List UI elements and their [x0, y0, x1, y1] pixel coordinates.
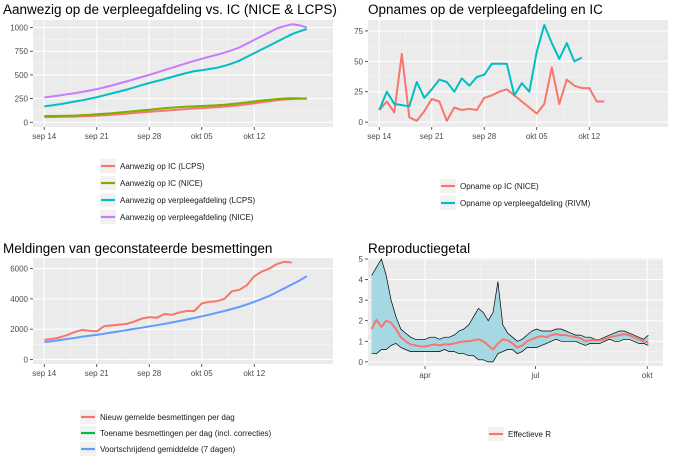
legend: Effectieve R: [488, 427, 551, 441]
legend: Nieuw gemelde besmettingen per dag Toenam…: [80, 410, 272, 456]
y-tick-label: 0: [24, 355, 29, 364]
y-tick-label: 4: [359, 276, 364, 285]
series-line: [378, 53, 605, 122]
y-tick-label: 0: [359, 118, 364, 127]
legend-label: Opname op IC (NICE): [460, 182, 539, 191]
series-line: [44, 23, 308, 99]
x-tick-label: okt 05: [191, 369, 213, 378]
panel-background: [368, 20, 668, 127]
y-tick-label: 1: [359, 337, 364, 346]
y-tick-label: 2000: [10, 325, 28, 334]
y-tick-label: 2: [359, 317, 364, 326]
chart-title: Aanwezig op de verpleegafdeling vs. IC (…: [3, 2, 337, 17]
panel-reproduction-number: Reproductiegetal 0 1 2 3 4 5 apr jul okt Effecti…: [359, 241, 663, 441]
series-line: [378, 23, 583, 111]
y-tick-label: 250: [15, 95, 29, 104]
y-tick-label: 0: [24, 118, 29, 127]
plot-area: 0 2000 4000 6000 sep 14 sep 21 sep 28 okt 05 okt…: [10, 258, 333, 378]
x-tick-label: sep 28: [137, 369, 162, 378]
series-line: [44, 260, 292, 341]
y-tick-label: 1000: [10, 24, 28, 33]
x-tick-label: sep 21: [85, 132, 110, 141]
plot-area: 0 25 50 75 sep 14 sep 21 sep 28 okt 05 okt 12: [354, 20, 668, 141]
x-tick-label: okt: [642, 371, 653, 380]
y-tick-label: 5: [359, 255, 364, 264]
x-tick-label: okt 05: [526, 132, 548, 141]
x-tick-label: sep 28: [472, 132, 497, 141]
y-tick-label: 750: [15, 47, 29, 56]
y-tick-label: 3: [359, 296, 364, 305]
series-group: [44, 23, 308, 119]
legend-label: Toename besmettingen per dag (incl. corr…: [100, 429, 272, 438]
x-tick-label: sep 21: [420, 132, 445, 141]
series-group: [378, 23, 605, 122]
series-group: [44, 260, 308, 343]
x-tick-label: okt 12: [578, 132, 600, 141]
series-line: [370, 318, 649, 351]
y-tick-label: 6000: [10, 265, 28, 274]
y-tick-label: 0: [359, 358, 364, 367]
y-tick-label: 500: [15, 71, 29, 80]
x-tick-label: sep 21: [85, 369, 110, 378]
x-tick-label: okt 12: [243, 369, 265, 378]
x-tick-label: okt 12: [243, 132, 265, 141]
legend: Aanwezig op IC (LCPS) Aanwezig op IC (NIC…: [100, 159, 256, 224]
plot-area: 0 250 500 750 1000 sep 14 sep 21 sep 28 okt 05 ok…: [10, 20, 333, 141]
chart-title: Reproductiegetal: [368, 241, 470, 256]
y-tick-label: 50: [354, 57, 363, 66]
x-tick-label: apr: [419, 371, 431, 380]
band-upper-line: [371, 258, 649, 342]
series-group: [370, 258, 649, 363]
x-tick-label: sep 28: [137, 132, 162, 141]
legend: Opname op IC (NICE) Opname op verpleegafd…: [440, 179, 591, 210]
x-tick-label: jul: [531, 371, 540, 380]
confidence-band: [371, 259, 649, 362]
panel-hospital-occupancy: Aanwezig op de verpleegafdeling vs. IC (…: [3, 2, 337, 224]
y-tick-label: 4000: [10, 295, 28, 304]
band-lower-line: [371, 338, 649, 363]
plot-area: 0 1 2 3 4 5 apr jul okt: [359, 255, 663, 380]
legend-label: Voortschrijdend gemiddelde (7 dagen): [100, 445, 236, 454]
chart-title: Opnames op de verpleegafdeling en IC: [368, 2, 603, 17]
legend-label: Aanwezig op verpleegafdeling (NICE): [120, 213, 254, 222]
series-line: [44, 97, 307, 119]
legend-label: Aanwezig op IC (LCPS): [120, 162, 205, 171]
x-tick-label: sep 14: [32, 369, 57, 378]
series-line: [44, 97, 307, 118]
legend-label: Opname op verpleegafdeling (RIVM): [460, 199, 591, 208]
panel-admissions: Opnames op de verpleegafdeling en IC 0 25…: [354, 2, 668, 210]
x-tick-label: okt 05: [191, 132, 213, 141]
legend-label: Aanwezig op IC (NICE): [120, 179, 203, 188]
series-line: [44, 28, 308, 108]
y-tick-label: 25: [354, 88, 363, 97]
chart-title: Meldingen van geconstateerde besmettinge…: [3, 241, 272, 256]
legend-label: Effectieve R: [508, 430, 551, 439]
legend-label: Nieuw gemelde besmettingen per dag: [100, 413, 235, 422]
series-line: [44, 275, 308, 343]
legend-label: Aanwezig op verpleegafdeling (LCPS): [120, 196, 256, 205]
panel-reported-infections: Meldingen van geconstateerde besmettinge…: [3, 241, 333, 456]
x-tick-label: sep 14: [367, 132, 392, 141]
x-tick-label: sep 14: [32, 132, 57, 141]
y-tick-label: 75: [354, 27, 363, 36]
